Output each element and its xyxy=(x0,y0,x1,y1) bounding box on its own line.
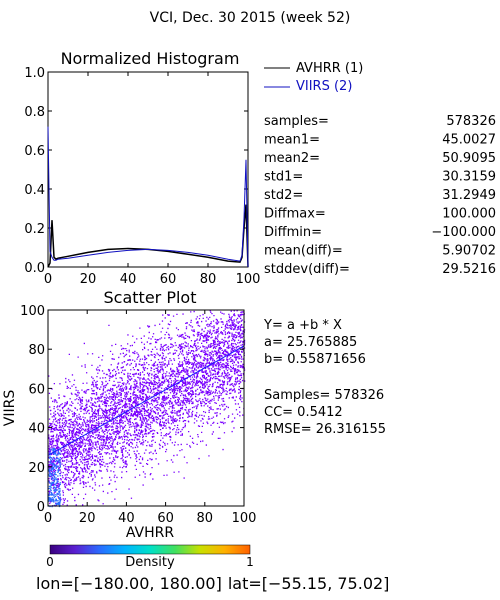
histogram-series xyxy=(47,126,249,268)
histogram-title: Normalized Histogram xyxy=(61,49,240,68)
scatter-y-tick-label: 100 xyxy=(20,304,45,319)
scatter-y-ticks: 0 20 40 60 80 100 xyxy=(20,304,244,515)
scatter-y-tick-label: 60 xyxy=(28,382,45,397)
stat-value: 100.000 xyxy=(442,207,496,222)
scatter-x-tick-label: 20 xyxy=(79,511,96,526)
regression-equation: Y= a +b * X xyxy=(263,318,342,333)
stat-value: 578326 xyxy=(446,114,496,129)
scatter-x-tick-label: 100 xyxy=(232,511,257,526)
footer-coverage: lon=[−180.00, 180.00] lat=[−55.15, 75.02] xyxy=(36,574,389,593)
scatter-title: Scatter Plot xyxy=(104,288,197,307)
scatter-x-tick-label: 0 xyxy=(44,511,52,526)
colorbar-title: Density xyxy=(125,555,175,570)
histogram-x-tick-label: 0 xyxy=(44,272,52,287)
histogram-y-tick-label: 0.2 xyxy=(24,222,45,237)
footer-lon-label: lon= xyxy=(36,574,74,593)
scatter-y-label: VIIRS xyxy=(2,390,18,427)
regression-fit-line xyxy=(47,345,245,456)
histogram-y-ticks: 0.0 0.2 0.4 0.6 0.8 1.0 xyxy=(24,66,248,276)
stat-label: std1= xyxy=(264,170,303,185)
scatter-point-cloud xyxy=(48,310,246,507)
stat-value: 30.3159 xyxy=(442,170,496,185)
scatter-chart: Scatter Plot 0 20 40 60 80 100 0 20 40 60 80 100 A… xyxy=(2,288,256,541)
scatter-y-tick-label: 80 xyxy=(28,343,45,358)
stat-label: Diffmax= xyxy=(264,207,326,222)
scatter-y-tick-label: 40 xyxy=(28,422,45,437)
footer-lon-range: [−180.00, 180.00] xyxy=(74,574,222,593)
histogram-y-tick-label: 0.4 xyxy=(24,183,45,198)
scatter-x-label: AVHRR xyxy=(126,525,175,541)
scatter-x-ticks: 0 20 40 60 80 100 xyxy=(44,310,257,526)
histogram-chart: Normalized Histogram 0.00.20.40.60.81.0 … xyxy=(24,49,260,287)
histogram-stats: samples= 578326 mean1= 45.0027 mean2= 50.9095… xyxy=(264,114,496,277)
stat-value: 31.2949 xyxy=(442,188,496,203)
scatter-x-tick-label: 40 xyxy=(118,511,135,526)
regression-rmse: RMSE= 26.316155 xyxy=(264,422,386,437)
stat-label: mean(diff)= xyxy=(264,244,343,259)
colorbar-gradient xyxy=(49,544,251,555)
histogram-series-avhrr xyxy=(47,204,249,268)
stat-value: −100.000 xyxy=(431,225,496,240)
stat-label: mean2= xyxy=(264,151,320,166)
histogram-y-tick-label: 0.8 xyxy=(24,105,45,120)
legend-label-avhrr: AVHRR (1) xyxy=(296,61,363,76)
histogram-y-tick-label: 0.6 xyxy=(24,144,45,159)
regression-b: b= 0.55871656 xyxy=(264,352,366,367)
scatter-plot-frame xyxy=(47,309,245,507)
legend-label-viirs: VIIRS (2) xyxy=(296,79,352,94)
histogram-x-tick-label: 80 xyxy=(200,272,217,287)
regression-cc: CC= 0.5412 xyxy=(264,405,343,420)
footer-lat-label: lat= xyxy=(228,574,262,593)
histogram-x-tick-label: 100 xyxy=(236,272,261,287)
histogram-x-tick-label: 60 xyxy=(160,272,177,287)
histogram-x-tick-label: 40 xyxy=(120,272,137,287)
stat-value: 45.0027 xyxy=(442,133,496,148)
stat-label: mean1= xyxy=(264,133,320,148)
scatter-points xyxy=(48,310,246,508)
scatter-x-tick-label: 60 xyxy=(157,511,174,526)
stat-label: std2= xyxy=(264,188,303,203)
histogram-x-ticks: 0 20 40 60 80 100 xyxy=(44,72,261,287)
page-title: VCI, Dec. 30 2015 (week 52) xyxy=(150,10,351,26)
stat-value: 5.90702 xyxy=(442,244,496,259)
footer-lat-range: [−55.15, 75.02] xyxy=(262,574,390,593)
regression-a: a= 25.765885 xyxy=(264,335,357,350)
stat-label: Diffmin= xyxy=(264,225,322,240)
histogram-x-tick-label: 20 xyxy=(80,272,97,287)
stat-value: 50.9095 xyxy=(442,151,496,166)
stat-label: samples= xyxy=(264,114,329,129)
scatter-point-cluster xyxy=(48,447,61,508)
histogram-y-tick-label: 1.0 xyxy=(24,66,45,81)
density-colorbar: 0 Density 1 xyxy=(46,544,254,570)
colorbar-max-label: 1 xyxy=(246,555,254,569)
scatter-y-tick-label: 20 xyxy=(28,461,45,476)
regression-samples: Samples= 578326 xyxy=(264,388,384,403)
histogram-legend: AVHRR (1) VIIRS (2) xyxy=(264,61,363,94)
histogram-series-viirs xyxy=(47,126,249,268)
colorbar-min-label: 0 xyxy=(46,555,54,569)
stat-label: stddev(diff)= xyxy=(264,262,350,277)
histogram-plot-frame xyxy=(47,71,249,268)
regression-info: Y= a +b * X a= 25.765885 b= 0.55871656 S… xyxy=(263,318,386,437)
scatter-x-tick-label: 80 xyxy=(197,511,214,526)
scatter-y-tick-label: 0 xyxy=(37,500,45,515)
stat-value: 29.5216 xyxy=(442,262,496,277)
histogram-y-tick-label: 0.0 xyxy=(24,261,45,276)
